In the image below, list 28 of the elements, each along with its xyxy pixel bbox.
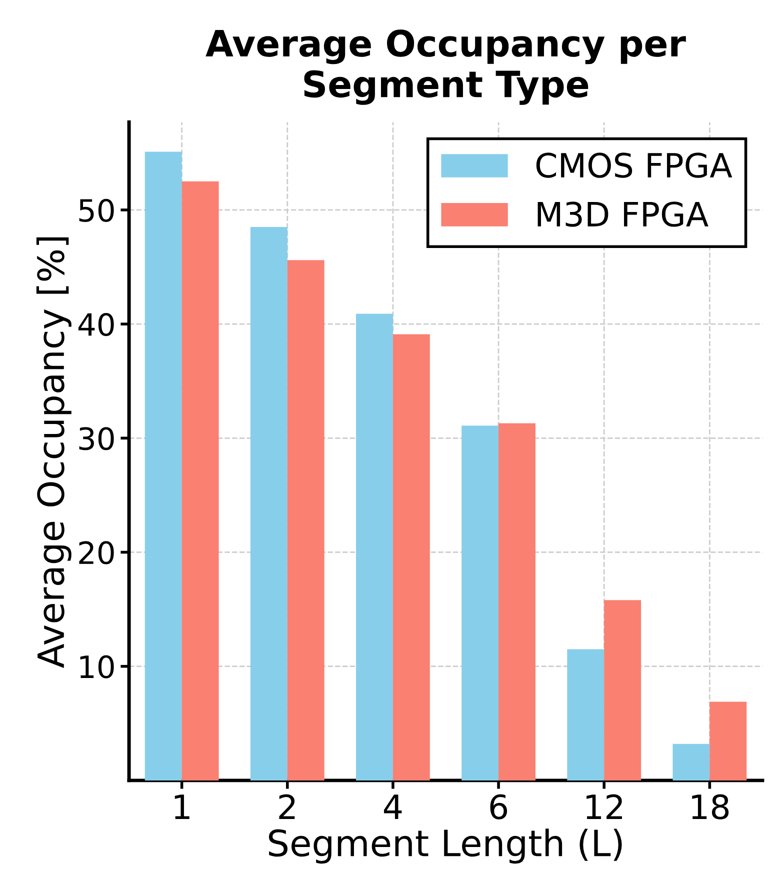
legend-label: CMOS FPGA: [536, 152, 732, 178]
x-tick-label: 18: [692, 794, 729, 820]
bar: [710, 702, 747, 780]
x-tick-label: 2: [279, 794, 295, 819]
y-tick-label: 30: [79, 427, 114, 450]
legend-label: M3D FPGA: [538, 202, 708, 227]
bar: [567, 649, 604, 780]
x-tick-label: 12: [586, 794, 622, 819]
bar: [144, 152, 182, 780]
y-axis-title: Average Occupancy [%]: [36, 237, 72, 668]
x-tick-label: 1: [174, 794, 190, 819]
bar: [250, 227, 288, 780]
bar: [392, 334, 430, 780]
x-axis-title: Segment Length (L): [268, 828, 622, 864]
bar: [604, 600, 642, 780]
y-tick-label: 50: [79, 198, 114, 222]
bar: [462, 426, 499, 780]
y-tick-label: 40: [78, 312, 114, 336]
bar: [356, 314, 393, 780]
x-tick-label: 6: [490, 794, 508, 820]
bar: [672, 744, 710, 780]
y-tick-label: 10: [80, 655, 114, 678]
bar: [498, 423, 536, 780]
bar: [287, 260, 324, 780]
bar: [182, 181, 219, 780]
y-tick-label: 20: [79, 541, 114, 564]
x-tick-label: 4: [384, 794, 402, 819]
chart-title: Average Occupancy per Segment Type: [206, 30, 686, 105]
